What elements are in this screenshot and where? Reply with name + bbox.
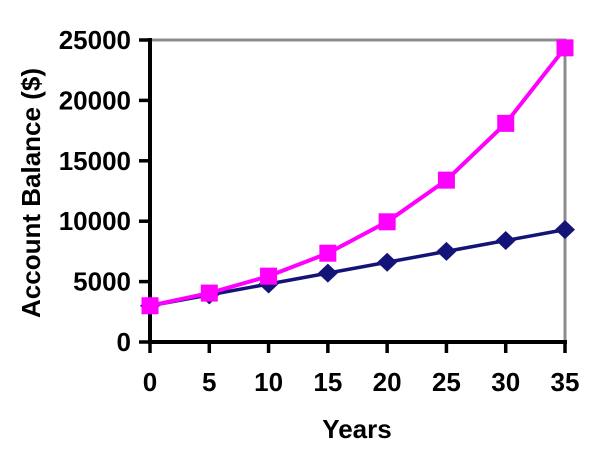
exponential-growth-magenta-squares-marker	[378, 213, 396, 231]
x-tick-label: 5	[202, 367, 216, 397]
x-tick-label: 15	[313, 367, 342, 397]
x-tick-label: 20	[373, 367, 402, 397]
y-tick-label: 0	[117, 327, 131, 357]
x-tick-label: 30	[491, 367, 520, 397]
axes-group	[148, 38, 567, 344]
y-tick-label: 5000	[73, 267, 131, 297]
tick-marks-group	[139, 38, 567, 353]
exponential-growth-magenta-squares-marker	[319, 244, 337, 262]
x-tick-label: 0	[143, 367, 157, 397]
linear-growth-navy-diamonds-line	[149, 227, 566, 308]
x-tick-label: 35	[551, 367, 580, 397]
exponential-growth-magenta-squares-marker	[497, 114, 515, 132]
linear-growth-navy-diamonds-marker	[495, 231, 516, 251]
tick-labels-group: 0 5000 10000 15000 20000 25000 0 5 10 15 20 25 30 35	[59, 25, 580, 397]
exponential-growth-magenta-squares-marker	[260, 267, 278, 285]
linear-growth-navy-diamonds-marker	[377, 252, 398, 272]
x-tick-label: 10	[254, 367, 283, 397]
linear-growth-navy-diamonds-marker	[317, 263, 338, 283]
data-series-group	[140, 39, 575, 316]
y-tick-label: 10000	[59, 206, 131, 236]
exponential-growth-magenta-squares-marker	[200, 284, 218, 302]
exponential-growth-magenta-squares-marker	[556, 39, 574, 57]
linear-growth-navy-diamonds-marker	[555, 220, 575, 240]
linear-growth-navy-diamonds-marker	[436, 241, 457, 261]
y-tick-label: 25000	[59, 25, 131, 55]
x-axis-title: Years	[322, 414, 391, 444]
y-tick-label: 20000	[59, 85, 131, 115]
exponential-growth-magenta-squares-marker	[437, 171, 455, 189]
y-tick-label: 15000	[59, 146, 131, 176]
exponential-growth-magenta-squares-line	[149, 46, 567, 308]
exponential-growth-magenta-squares-marker	[141, 297, 159, 315]
y-axis-title: Account Balance ($)	[16, 68, 46, 318]
x-tick-label: 25	[432, 367, 461, 397]
